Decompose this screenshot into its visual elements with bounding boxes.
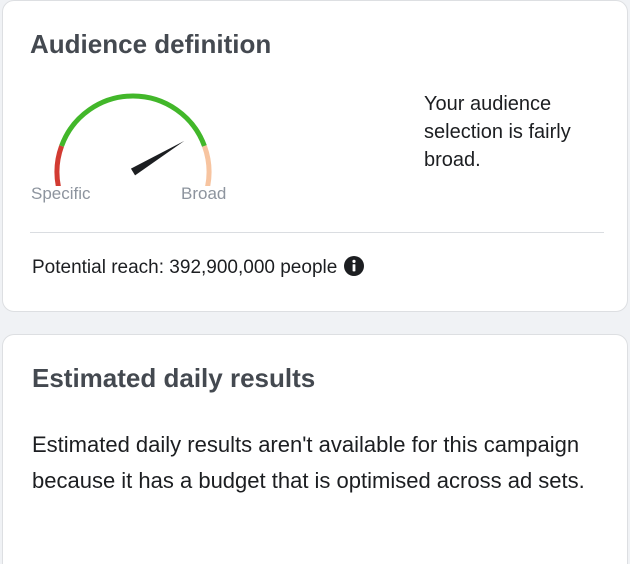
audience-description: Your audience selection is fairly broad. xyxy=(424,93,571,171)
audience-definition-title: Audience definition xyxy=(30,29,272,59)
audience-definition-card xyxy=(2,0,628,312)
info-icon[interactable] xyxy=(344,256,365,276)
gauge-label-broad: Broad xyxy=(181,184,227,203)
gauge-label-specific: Specific xyxy=(31,184,91,203)
gauge-needle xyxy=(130,140,185,176)
estimated-daily-results-title: Estimated daily results xyxy=(32,363,316,393)
gauge-arc-specific xyxy=(54,145,64,186)
gauge-arc-middle xyxy=(59,93,207,147)
estimated-daily-results-text: Estimated daily results aren't available… xyxy=(32,432,585,493)
audience-breadth-gauge xyxy=(54,93,212,186)
potential-reach: Potential reach: 392,900,000 people xyxy=(32,256,365,279)
potential-reach-text: Potential reach: 392,900,000 people xyxy=(32,257,338,278)
estimated-daily-results-card xyxy=(2,334,628,564)
gauge-arc-broad xyxy=(202,145,212,186)
divider xyxy=(30,232,604,233)
